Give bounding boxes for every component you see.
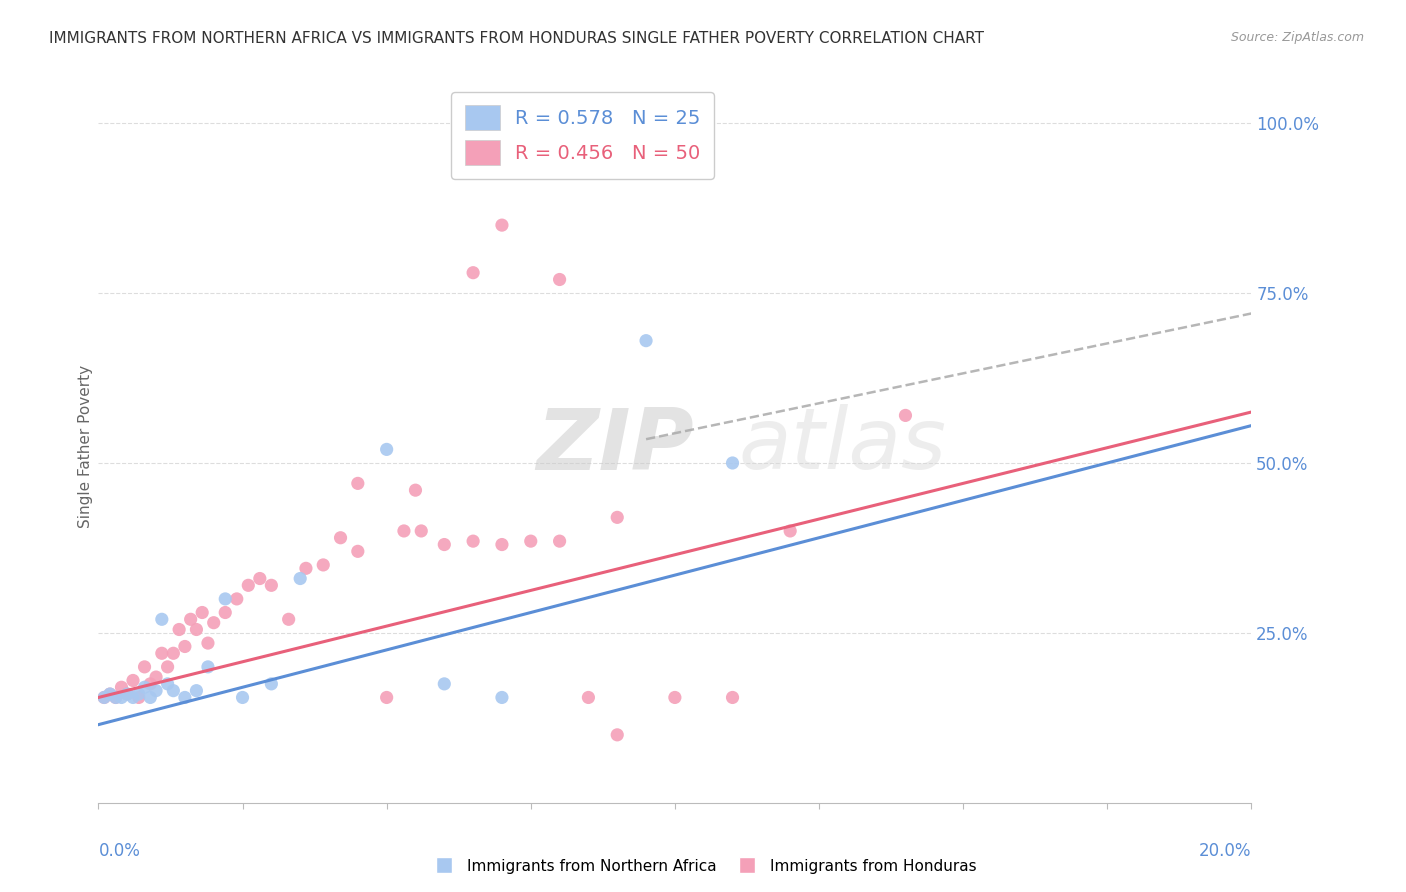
Point [721, 456, 744, 470]
Point [156, 677, 179, 691]
Point [578, 690, 600, 705]
Point [93, 690, 115, 705]
Point [128, 687, 150, 701]
Text: ZIP: ZIP [537, 404, 695, 488]
Point [162, 646, 184, 660]
Point [150, 646, 173, 660]
Point [375, 690, 398, 705]
Point [312, 558, 335, 572]
Point [180, 612, 202, 626]
Point [174, 640, 197, 654]
Point [139, 677, 162, 691]
Point [329, 531, 352, 545]
Point [548, 272, 571, 286]
Point [145, 670, 167, 684]
Point [214, 591, 236, 606]
Point [894, 409, 917, 423]
Point [104, 690, 127, 705]
Point [197, 636, 219, 650]
Point [98, 687, 121, 701]
Point [491, 218, 513, 232]
Point [214, 606, 236, 620]
Legend: R = 0.578   N = 25, R = 0.456   N = 50: R = 0.578 N = 25, R = 0.456 N = 50 [451, 92, 714, 178]
Text: IMMIGRANTS FROM NORTHERN AFRICA VS IMMIGRANTS FROM HONDURAS SINGLE FATHER POVERT: IMMIGRANTS FROM NORTHERN AFRICA VS IMMIG… [49, 31, 984, 46]
Point [134, 680, 156, 694]
Point [721, 690, 744, 705]
Point [139, 690, 162, 705]
Point [461, 266, 484, 280]
Point [636, 334, 658, 348]
Point [110, 690, 132, 705]
Point [346, 476, 368, 491]
Point [411, 524, 433, 538]
Point [491, 537, 513, 551]
Point [606, 728, 628, 742]
Point [156, 660, 179, 674]
Point [98, 687, 121, 701]
Point [548, 534, 571, 549]
Legend: Immigrants from Northern Africa, Immigrants from Honduras: Immigrants from Northern Africa, Immigra… [423, 853, 983, 880]
Text: 0.0%: 0.0% [98, 842, 141, 860]
Point [260, 578, 283, 592]
Point [122, 690, 145, 705]
Text: atlas: atlas [738, 404, 946, 488]
Point [277, 612, 299, 626]
Point [134, 660, 156, 674]
Point [260, 677, 283, 691]
Point [238, 578, 260, 592]
Point [606, 510, 628, 524]
Point [779, 524, 801, 538]
Point [249, 572, 271, 586]
Point [520, 534, 543, 549]
Point [346, 544, 368, 558]
Point [167, 623, 190, 637]
Point [191, 606, 214, 620]
Point [128, 690, 150, 705]
Text: 20.0%: 20.0% [1199, 842, 1251, 860]
Text: Source: ZipAtlas.com: Source: ZipAtlas.com [1230, 31, 1364, 45]
Point [664, 690, 686, 705]
Point [295, 561, 318, 575]
Point [202, 615, 225, 630]
Point [117, 687, 139, 701]
Point [150, 612, 173, 626]
Point [491, 690, 513, 705]
Point [186, 623, 208, 637]
Point [174, 690, 197, 705]
Point [110, 680, 132, 694]
Point [433, 537, 456, 551]
Point [197, 660, 219, 674]
Point [162, 683, 184, 698]
Point [461, 534, 484, 549]
Point [290, 572, 312, 586]
Y-axis label: Single Father Poverty: Single Father Poverty [77, 365, 93, 527]
Point [145, 683, 167, 698]
Point [122, 673, 145, 688]
Point [231, 690, 254, 705]
Point [117, 687, 139, 701]
Point [225, 591, 247, 606]
Point [93, 690, 115, 705]
Point [392, 524, 415, 538]
Point [433, 677, 456, 691]
Point [186, 683, 208, 698]
Point [405, 483, 427, 498]
Point [104, 690, 127, 705]
Point [375, 442, 398, 457]
